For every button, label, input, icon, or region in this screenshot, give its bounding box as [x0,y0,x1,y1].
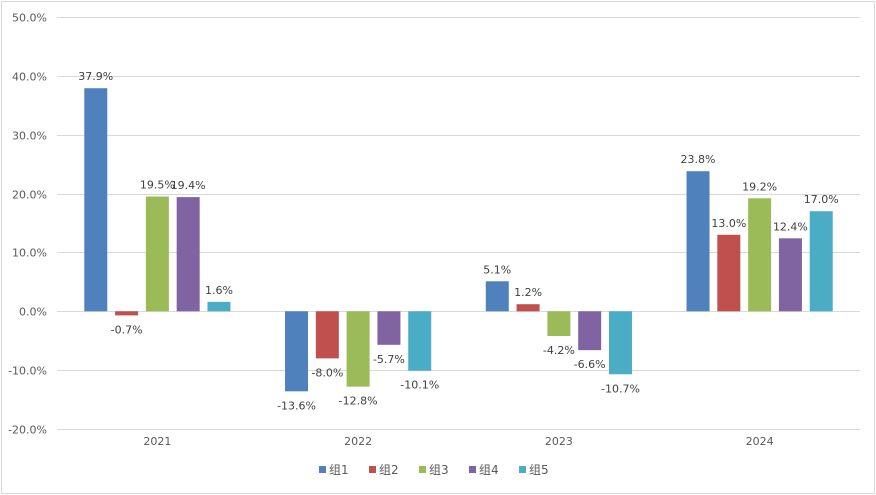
bar [115,311,139,316]
bar [285,311,309,392]
y-tick-label: -10.0% [8,365,47,378]
data-label: 1.6% [205,284,233,297]
x-tick-label: 2022 [344,435,372,448]
bar [717,234,741,312]
bar [207,301,231,312]
legend: 组1 组2 组3 组4 组5 [319,463,549,477]
data-labels: 37.9% -0.7% 19.5%19.4% 1.6% -13.6% -8.0% -12.8… [78,70,838,412]
data-label: 13.0% [711,217,746,230]
data-label: 19.4% [171,179,206,192]
legend-swatch [369,466,376,473]
legend-item: 组5 [519,463,549,477]
y-tick-label: 40.0% [12,71,47,84]
bar [778,238,802,312]
bar [809,211,833,312]
legend-swatch [519,466,526,473]
y-tick-label: 20.0% [12,189,47,202]
bar [84,88,108,312]
x-tick-label: 2023 [545,435,573,448]
data-label: 12.4% [773,220,808,233]
bar [408,311,432,371]
legend-item: 组2 [369,463,399,477]
y-tick-label: 30.0% [12,130,47,143]
legend-label: 组4 [479,463,499,477]
y-tick-label: -20.0% [8,424,47,437]
x-tick-label: 2021 [143,435,171,448]
legend-label: 组3 [429,463,449,477]
data-label: 17.0% [804,193,839,206]
bar [547,311,571,337]
bar [686,171,710,312]
legend-item: 组3 [419,463,449,477]
bar [315,311,339,359]
data-label: -6.6% [574,358,606,371]
x-tick-label: 2024 [746,435,774,448]
data-label: 5.1% [483,263,511,276]
legend-swatch [419,466,426,473]
bar [377,311,401,345]
y-axis-tick-labels: 50.0% 40.0% 30.0% 20.0% 10.0% 0.0% -10.0% -20.0… [8,12,47,437]
data-label: -8.0% [311,366,343,379]
bar [485,281,509,312]
bar [176,197,200,312]
x-axis-tick-labels: 2021 2022 2023 2024 [143,435,773,448]
data-label: -4.2% [543,344,575,357]
legend-swatch [319,466,326,473]
y-tick-label: 0.0% [19,306,47,319]
data-label: -10.1% [400,379,439,392]
legend-swatch [469,466,476,473]
legend-item: 组4 [469,463,499,477]
data-label: 19.5% [140,179,175,192]
data-label: -12.8% [339,395,378,408]
data-label: -10.7% [601,382,640,395]
legend-label: 组5 [529,463,549,477]
data-label: -5.7% [373,353,405,366]
bar [608,311,632,375]
legend-label: 组1 [329,463,349,477]
bar [578,311,602,351]
bar [748,198,772,312]
data-label: 19.2% [742,180,777,193]
data-label: -13.6% [277,399,316,412]
bar [346,311,370,387]
data-label: 23.8% [681,153,716,166]
bar [145,196,169,312]
data-label: 1.2% [514,286,542,299]
data-label: -0.7% [111,323,143,336]
legend-label: 组2 [379,463,399,477]
bars [84,88,833,392]
y-tick-label: 10.0% [12,247,47,260]
y-tick-label: 50.0% [12,12,47,25]
legend-item: 组1 [319,463,349,477]
bar [516,304,540,312]
data-label: 37.9% [78,70,113,83]
